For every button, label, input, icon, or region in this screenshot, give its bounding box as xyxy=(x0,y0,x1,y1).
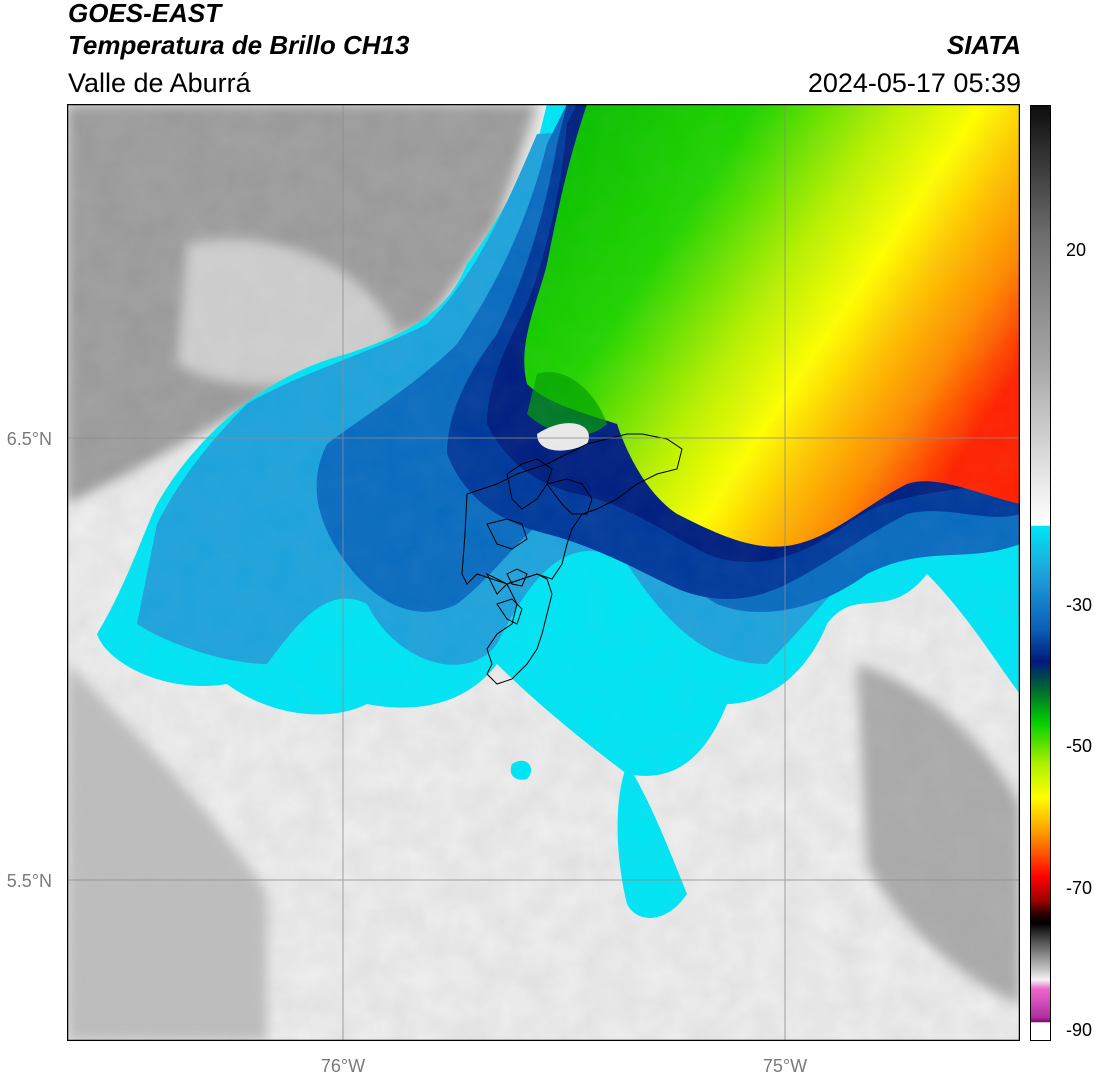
timestamp-label: 2024-05-17 05:39 xyxy=(807,68,1021,98)
graticule xyxy=(67,104,1020,1041)
latitude-tick: 6.5°N xyxy=(6,429,52,449)
colorbar-tick: -50 xyxy=(1066,736,1093,756)
map-frame xyxy=(67,104,1020,1041)
municipal-boundaries xyxy=(461,433,683,685)
colorbar-tick: -70 xyxy=(1066,878,1093,898)
colorbar-tick: -90 xyxy=(1066,1020,1093,1040)
longitude-tick: 75°W xyxy=(762,1056,808,1076)
colorbar xyxy=(1030,105,1051,1041)
colorbar-tick: -30 xyxy=(1066,595,1093,615)
product-title: Temperatura de Brillo CH13 xyxy=(68,30,410,60)
region-subtitle: Valle de Aburrá xyxy=(68,68,251,98)
colorbar-tick: 20 xyxy=(1066,240,1087,260)
latitude-tick: 5.5°N xyxy=(6,871,52,891)
longitude-tick: 76°W xyxy=(320,1056,366,1076)
brightness-temperature-map xyxy=(67,104,1020,1041)
agency-label: SIATA xyxy=(946,30,1021,60)
satellite-title: GOES-EAST xyxy=(68,0,222,28)
